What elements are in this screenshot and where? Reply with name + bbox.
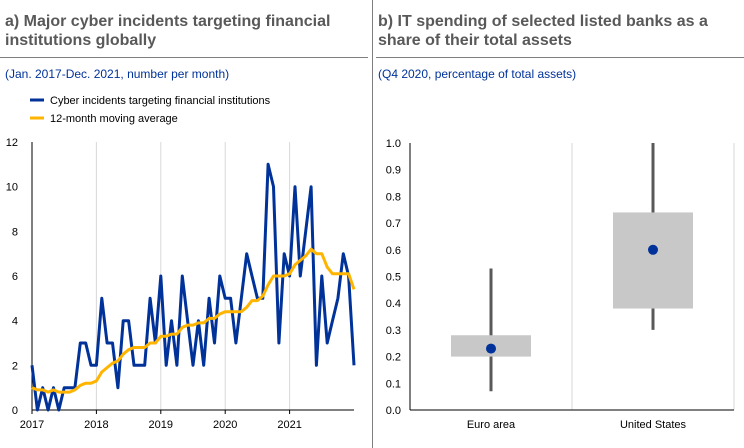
panel-a-title-line2: institutions globally bbox=[5, 32, 157, 49]
panel-b-title: b) IT spending of selected listed banks … bbox=[378, 12, 738, 50]
panel-a-title: a) Major cyber incidents targeting finan… bbox=[5, 12, 365, 50]
y-tick-label: 0.4 bbox=[386, 298, 401, 310]
y-tick-label: 0.6 bbox=[386, 245, 401, 257]
panel-b-title-rule bbox=[376, 57, 744, 58]
panel-divider bbox=[372, 0, 373, 448]
panel-a-title-line1: a) Major cyber incidents targeting finan… bbox=[5, 13, 331, 30]
y-tick-label: 4 bbox=[12, 316, 18, 328]
panel-b-subtitle: (Q4 2020, percentage of total assets) bbox=[378, 67, 577, 81]
y-tick-label: 0.9 bbox=[386, 165, 401, 177]
y-tick-label: 10 bbox=[6, 182, 18, 194]
y-tick-label: 0.2 bbox=[386, 352, 401, 364]
x-tick-label: 2017 bbox=[20, 419, 44, 431]
box-median-dot-1 bbox=[486, 343, 496, 354]
box-median-dot-2 bbox=[648, 244, 658, 255]
panel-b-title-line1: b) IT spending of selected listed banks … bbox=[378, 13, 708, 30]
x-tick-label: 2021 bbox=[277, 419, 301, 431]
chart-b: 0.0 0.1 0.2 0.3 0.4 0.5 0.6 0.7 0.8 0.9 1.0 Euro ar… bbox=[386, 138, 735, 431]
x-category-label: Euro area bbox=[467, 419, 516, 431]
series-line-1 bbox=[30, 162, 356, 412]
y-tick-label: 0.5 bbox=[386, 272, 401, 284]
y-tick-label: 12 bbox=[6, 137, 18, 149]
x-tick-label: 2019 bbox=[149, 419, 173, 431]
y-tick-label: 6 bbox=[12, 271, 18, 283]
y-tick-label: 0.8 bbox=[386, 191, 401, 203]
legend-label-2: 12-month moving average bbox=[50, 113, 178, 125]
box-body-2 bbox=[613, 212, 693, 309]
series-line-2 bbox=[31, 247, 356, 394]
x-category-label: United States bbox=[620, 419, 687, 431]
y-tick-label: 2 bbox=[12, 360, 18, 372]
chart-a: 2017 2018 2019 2020 2021 0 2 4 6 8 10 12 Cyber incid… bbox=[6, 95, 356, 431]
legend-label-1: Cyber incidents targeting financial inst… bbox=[50, 95, 271, 107]
x-tick-label: 2020 bbox=[213, 419, 237, 431]
panel-a-title-rule bbox=[0, 57, 368, 58]
x-tick-label: 2018 bbox=[84, 419, 108, 431]
y-tick-label: 0.7 bbox=[386, 218, 401, 230]
y-tick-label: 0.0 bbox=[386, 405, 401, 417]
y-tick-label: 0 bbox=[12, 405, 18, 417]
panel-b-title-line2: share of their total assets bbox=[378, 32, 572, 49]
y-tick-label: 0.1 bbox=[386, 378, 401, 390]
y-tick-label: 8 bbox=[12, 226, 18, 238]
y-tick-label: 1.0 bbox=[386, 138, 401, 150]
y-tick-label: 0.3 bbox=[386, 325, 401, 337]
panel-a-subtitle: (Jan. 2017-Dec. 2021, number per month) bbox=[5, 67, 230, 81]
